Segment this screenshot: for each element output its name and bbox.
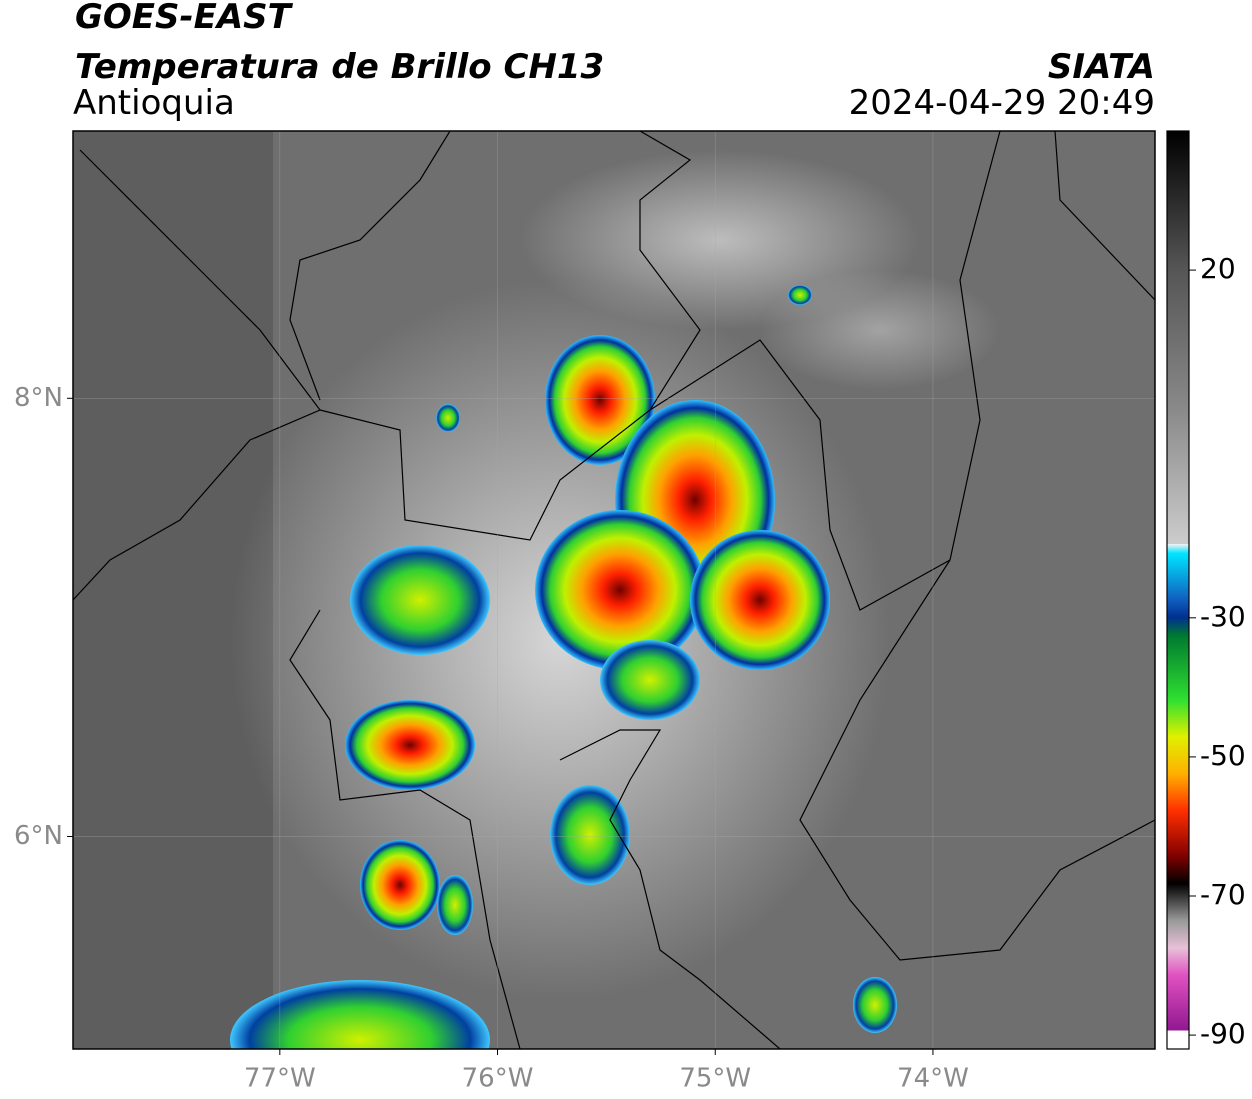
colorbar-tick-label: -30 (1200, 600, 1246, 633)
y-tick-label: 8°N (14, 383, 63, 413)
agency: SIATA (1048, 47, 1155, 87)
colorbar (1166, 130, 1190, 1050)
region: Antioquia (73, 83, 235, 123)
datetime: 2024-04-29 20:49 (849, 83, 1155, 123)
x-tick-label: 77°W (244, 1064, 316, 1094)
map-frame (72, 130, 1156, 1050)
subtitle: Temperatura de Brillo CH13 (75, 47, 604, 87)
title: GOES-EAST (75, 0, 294, 37)
x-tick-label: 76°W (462, 1064, 534, 1094)
colorbar-tick-label: -50 (1200, 739, 1246, 772)
x-tick-label: 74°W (897, 1064, 969, 1094)
satellite-image (73, 131, 1155, 1049)
y-tick-label: 6°N (14, 821, 63, 851)
colorbar-tick-label: -70 (1200, 878, 1246, 911)
colorbar-tick-label: -90 (1200, 1017, 1246, 1050)
colorbar-tick-label: 20 (1200, 252, 1236, 285)
x-tick-label: 75°W (679, 1064, 751, 1094)
graticule (73, 131, 1155, 1049)
